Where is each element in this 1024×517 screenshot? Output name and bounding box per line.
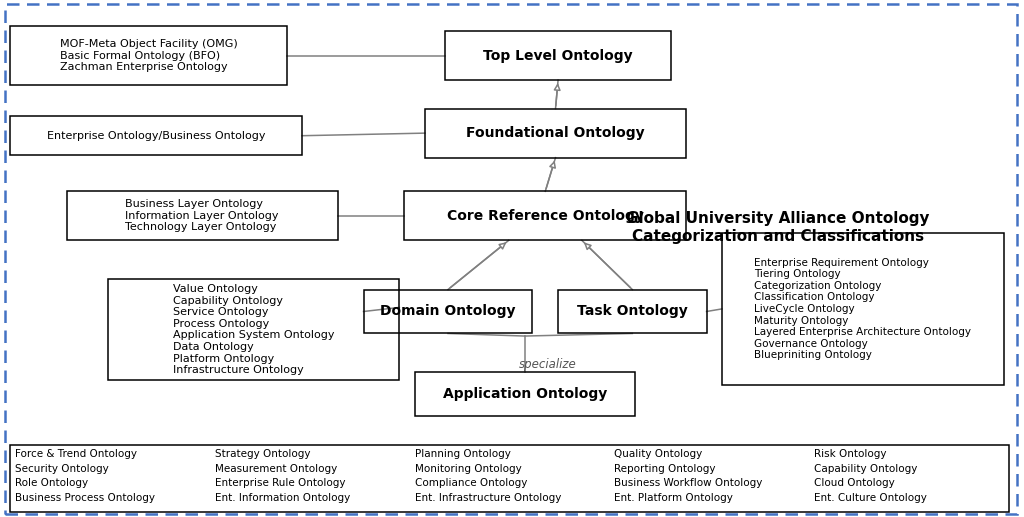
Text: Task Ontology: Task Ontology bbox=[577, 305, 688, 318]
Text: Force & Trend Ontology: Force & Trend Ontology bbox=[15, 449, 137, 459]
Bar bbox=[364, 290, 532, 333]
Text: Ent. Infrastructure Ontology: Ent. Infrastructure Ontology bbox=[415, 493, 561, 504]
Bar bbox=[10, 26, 287, 85]
Text: Global University Alliance Ontology
Categorization and Classifications: Global University Alliance Ontology Cate… bbox=[627, 211, 930, 244]
Bar bbox=[445, 31, 671, 80]
Text: Enterprise Rule Ontology: Enterprise Rule Ontology bbox=[215, 478, 345, 489]
Bar bbox=[67, 191, 338, 240]
Bar bbox=[108, 279, 399, 380]
Text: Foundational Ontology: Foundational Ontology bbox=[466, 126, 645, 140]
Text: Enterprise Ontology/Business Ontology: Enterprise Ontology/Business Ontology bbox=[47, 131, 265, 141]
Text: Risk Ontology: Risk Ontology bbox=[814, 449, 887, 459]
Text: Top Level Ontology: Top Level Ontology bbox=[483, 49, 633, 63]
Text: Ent. Culture Ontology: Ent. Culture Ontology bbox=[814, 493, 927, 504]
Bar bbox=[10, 445, 1009, 512]
Text: Ent. Information Ontology: Ent. Information Ontology bbox=[215, 493, 350, 504]
Text: Role Ontology: Role Ontology bbox=[15, 478, 88, 489]
Text: Capability Ontology: Capability Ontology bbox=[814, 464, 918, 474]
Text: Ent. Platform Ontology: Ent. Platform Ontology bbox=[614, 493, 733, 504]
Text: Security Ontology: Security Ontology bbox=[15, 464, 110, 474]
Text: Reporting Ontology: Reporting Ontology bbox=[614, 464, 716, 474]
Text: Monitoring Ontology: Monitoring Ontology bbox=[415, 464, 521, 474]
Text: specialize: specialize bbox=[519, 358, 577, 371]
Text: Business Workflow Ontology: Business Workflow Ontology bbox=[614, 478, 763, 489]
Text: Business Process Ontology: Business Process Ontology bbox=[15, 493, 156, 504]
Text: Core Reference Ontology: Core Reference Ontology bbox=[446, 209, 644, 223]
Bar bbox=[558, 290, 707, 333]
Text: Domain Ontology: Domain Ontology bbox=[380, 305, 516, 318]
Bar bbox=[722, 233, 1004, 385]
Text: Enterprise Requirement Ontology
Tiering Ontology
Categorization Ontology
Classif: Enterprise Requirement Ontology Tiering … bbox=[755, 257, 971, 360]
Text: Strategy Ontology: Strategy Ontology bbox=[215, 449, 310, 459]
Text: Cloud Ontology: Cloud Ontology bbox=[814, 478, 895, 489]
Text: Quality Ontology: Quality Ontology bbox=[614, 449, 702, 459]
Bar bbox=[404, 191, 686, 240]
Text: Planning Ontology: Planning Ontology bbox=[415, 449, 511, 459]
Text: Application Ontology: Application Ontology bbox=[442, 387, 607, 401]
Bar bbox=[415, 372, 635, 416]
Text: Measurement Ontology: Measurement Ontology bbox=[215, 464, 337, 474]
Bar bbox=[10, 116, 302, 155]
Bar bbox=[425, 109, 686, 158]
Text: MOF-Meta Object Facility (OMG)
Basic Formal Ontology (BFO)
Zachman Enterprise On: MOF-Meta Object Facility (OMG) Basic For… bbox=[59, 39, 238, 72]
Text: Business Layer Ontology
Information Layer Ontology
Technology Layer Ontology: Business Layer Ontology Information Laye… bbox=[126, 199, 279, 233]
Text: Compliance Ontology: Compliance Ontology bbox=[415, 478, 527, 489]
Text: Value Ontology
Capability Ontology
Service Ontology
Process Ontology
Application: Value Ontology Capability Ontology Servi… bbox=[173, 284, 334, 375]
